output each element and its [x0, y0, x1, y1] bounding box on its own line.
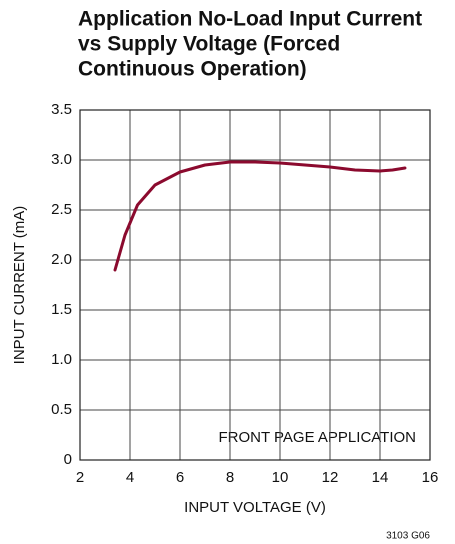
y-tick-label: 2.5	[51, 201, 72, 218]
x-tick-label: 2	[76, 469, 84, 486]
y-tick-label: 1.0	[51, 351, 72, 368]
figure-id: 3103 G06	[386, 531, 430, 542]
x-tick-label: 8	[226, 469, 234, 486]
x-axis-label: INPUT VOLTAGE (V)	[184, 499, 326, 516]
y-tick-label: 0	[64, 451, 72, 468]
x-tick-label: 10	[272, 469, 289, 486]
y-tick-label: 3.5	[51, 101, 72, 118]
x-tick-label: 6	[176, 469, 184, 486]
x-tick-label: 12	[322, 469, 339, 486]
chart-title: Application No-Load Input Current	[78, 8, 422, 31]
x-tick-label: 4	[126, 469, 134, 486]
x-tick-label: 16	[422, 469, 439, 486]
annotation: FRONT PAGE APPLICATION	[218, 429, 416, 446]
y-axis-label: INPUT CURRENT (mA)	[11, 206, 28, 365]
y-tick-label: 1.5	[51, 301, 72, 318]
data-line	[113, 160, 407, 272]
y-tick-label: 0.5	[51, 401, 72, 418]
chart-title: Continuous Operation)	[78, 58, 307, 81]
plot-frame	[79, 109, 431, 461]
chart-title: vs Supply Voltage (Forced	[78, 33, 340, 56]
x-tick-label: 14	[372, 469, 389, 486]
y-tick-label: 3.0	[51, 151, 72, 168]
y-tick-label: 2.0	[51, 251, 72, 268]
